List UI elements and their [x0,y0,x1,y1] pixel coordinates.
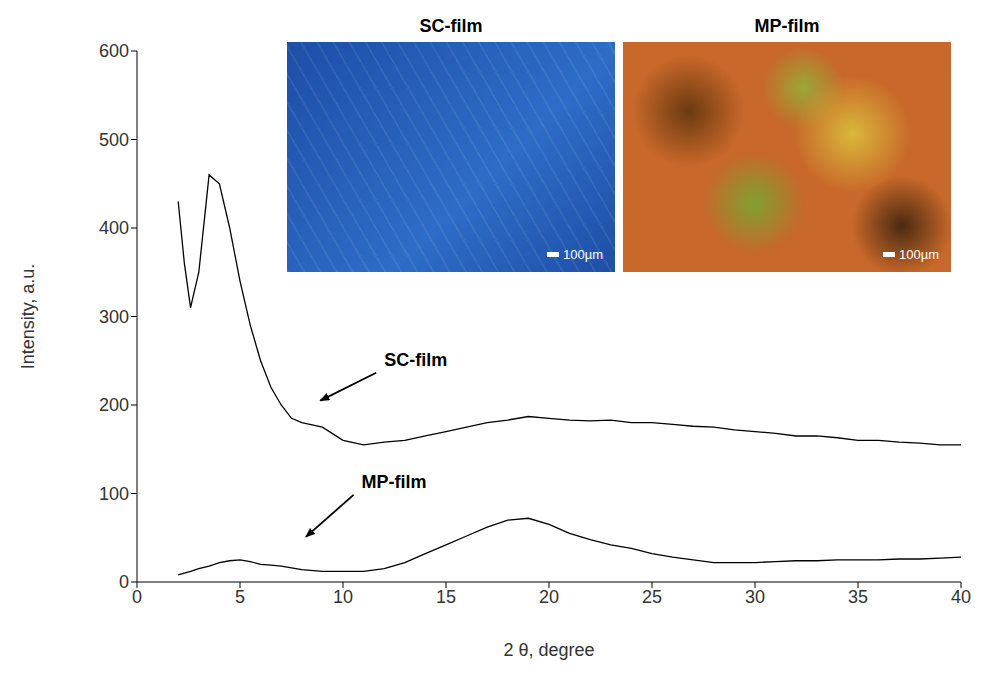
svg-text:MP-film: MP-film [362,472,427,492]
html-text:SC-film: SC-film [419,16,483,36]
svg-text:300: 300 [99,307,129,327]
svg-text:Intensity, a.u.: Intensity, a.u. [18,264,38,370]
html-text:100µm: 100µm [899,247,939,262]
html-text:MP-film: MP-film [754,16,820,36]
svg-text:400: 400 [99,218,129,238]
svg-text:35: 35 [848,587,868,607]
svg-text:500: 500 [99,130,129,150]
svg-text:10: 10 [333,587,353,607]
svg-text:100: 100 [99,484,129,504]
svg-text:600: 600 [99,41,129,61]
svg-text:0: 0 [132,587,142,607]
svg-text:5: 5 [235,587,245,607]
svg-text:40: 40 [951,587,971,607]
html-text:100µm: 100µm [563,247,603,262]
svg-text:25: 25 [642,587,662,607]
svg-text:200: 200 [99,395,129,415]
svg-text:15: 15 [436,587,456,607]
svg-text:20: 20 [539,587,559,607]
svg-text:2 θ, degree: 2 θ, degree [503,640,594,660]
svg-text:30: 30 [745,587,765,607]
svg-text:0: 0 [119,572,129,592]
svg-text:SC-film: SC-film [384,350,447,370]
